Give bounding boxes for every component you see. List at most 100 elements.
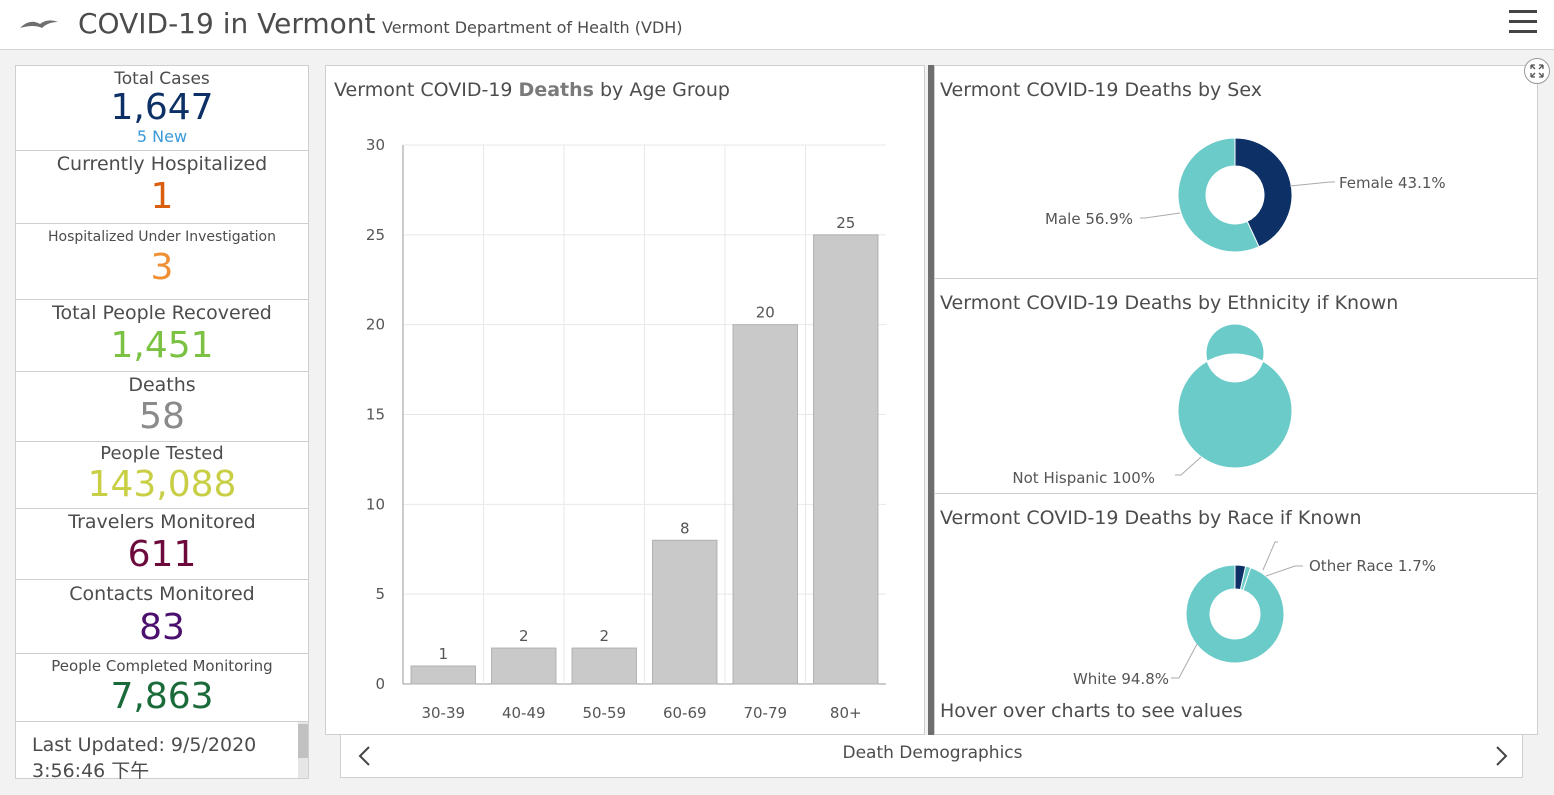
- sex-chart-section: Vermont COVID-19 Deaths by Sex Female 43…: [935, 66, 1537, 279]
- age-chart-title: Vermont COVID-19 Deaths by Age Group: [334, 79, 730, 101]
- age-chart-title-suffix: by Age Group: [593, 79, 730, 101]
- race-chart-section: Vermont COVID-19 Deaths by Race if Known…: [935, 494, 1537, 734]
- chevron-left-icon[interactable]: [355, 744, 375, 768]
- age-bar-chart[interactable]: 0 5 10 15 20 25 30 1 30-39 2 40-49 2 50-59 8 60-69 20 70…: [326, 114, 924, 734]
- data-label: 1: [438, 645, 448, 663]
- last-updated-scrollbar[interactable]: [298, 722, 308, 778]
- y-tick-label: 10: [366, 495, 385, 513]
- race-chart-title: Vermont COVID-19 Deaths by Race if Known: [940, 507, 1362, 529]
- bird-logo-icon: [20, 20, 58, 28]
- expand-icon[interactable]: [1524, 58, 1550, 84]
- stat-travelers-monitored: Travelers Monitored 611: [16, 509, 308, 580]
- nav-label: Death Demographics: [842, 743, 1023, 763]
- slice-label: Female 43.1%: [1339, 174, 1446, 192]
- bar-50-59: [571, 647, 637, 685]
- stat-currently-hospitalized: Currently Hospitalized 1: [16, 151, 308, 224]
- stat-total-recovered: Total People Recovered 1,451: [16, 300, 308, 372]
- x-tick-label: 80+: [830, 704, 862, 722]
- ethnicity-chart-title: Vermont COVID-19 Deaths by Ethnicity if …: [940, 292, 1399, 314]
- data-label: 8: [680, 519, 690, 537]
- leader-line: [1262, 541, 1278, 571]
- leader-line: [1171, 643, 1198, 679]
- race-donut-chart[interactable]: Other Race 1.7% White 94.8%: [935, 494, 1537, 694]
- stat-value: 3: [150, 247, 174, 288]
- y-tick-label: 30: [366, 136, 385, 154]
- donut-slice: [1234, 137, 1293, 248]
- sex-chart-title: Vermont COVID-19 Deaths by Sex: [940, 79, 1262, 101]
- stat-value: 83: [139, 607, 185, 648]
- stat-label: Deaths: [128, 374, 196, 396]
- expand-arrows-icon: [1530, 64, 1544, 78]
- donut-slice: [1185, 564, 1285, 664]
- leader-line: [1265, 565, 1303, 577]
- chevron-right-icon[interactable]: [1491, 744, 1511, 768]
- bar-40-49: [491, 647, 557, 685]
- donut-charts-panel: Vermont COVID-19 Deaths by Sex Female 43…: [934, 65, 1538, 735]
- stat-new-cases: 5 New: [136, 127, 188, 146]
- ethnicity-chart-section: Vermont COVID-19 Deaths by Ethnicity if …: [935, 279, 1537, 494]
- stat-value: 58: [139, 396, 185, 437]
- stat-label: Currently Hospitalized: [56, 153, 268, 175]
- bar-70-79: [732, 324, 798, 685]
- stat-label: People Completed Monitoring: [51, 657, 273, 675]
- donut-slice: [1177, 323, 1293, 469]
- stat-contacts-monitored: Contacts Monitored 83: [16, 580, 308, 654]
- bar-80+: [813, 234, 879, 685]
- sex-donut-chart[interactable]: Female 43.1% Male 56.9%: [935, 66, 1537, 278]
- stat-value: 1,647: [110, 87, 214, 128]
- leader-line: [1140, 212, 1181, 219]
- y-tick-label: 25: [366, 226, 385, 244]
- age-chart-title-bold: Deaths: [518, 79, 594, 101]
- donut-slice: [1177, 137, 1260, 253]
- y-tick-label: 5: [375, 585, 385, 603]
- app-title: COVID-19 in Vermont: [78, 7, 376, 40]
- app-header: COVID-19 in Vermont Vermont Department o…: [0, 0, 1554, 50]
- stat-value: 1,451: [110, 325, 214, 366]
- scrollbar-thumb[interactable]: [298, 724, 308, 758]
- stat-value: 1: [150, 176, 174, 217]
- panel-splitter[interactable]: [928, 65, 934, 735]
- stats-panel: Total Cases 1,647 5 New Currently Hospit…: [15, 65, 309, 782]
- stat-label: Travelers Monitored: [68, 511, 256, 533]
- leader-line: [1289, 181, 1335, 187]
- slice-label: Male 56.9%: [1045, 210, 1133, 228]
- x-tick-label: 60-69: [663, 704, 707, 722]
- stat-label: People Tested: [100, 443, 224, 464]
- data-label: 25: [836, 214, 855, 232]
- y-tick-label: 15: [366, 406, 385, 424]
- bar-60-69: [652, 539, 718, 685]
- hamburger-menu-icon[interactable]: [1509, 10, 1537, 36]
- stat-label: Contacts Monitored: [69, 583, 255, 605]
- app-subtitle: Vermont Department of Health (VDH): [382, 18, 683, 37]
- stat-label: Total Cases: [114, 69, 210, 89]
- stat-people-tested: People Tested 143,088: [16, 442, 308, 509]
- ethnicity-donut-chart[interactable]: Not Hispanic 100%: [935, 279, 1537, 493]
- slice-label: White 94.8%: [1073, 670, 1169, 688]
- age-chart-title-prefix: Vermont COVID-19: [334, 79, 519, 101]
- stat-label: Total People Recovered: [52, 302, 272, 324]
- stat-hospitalized-under-investigation: Hospitalized Under Investigation 3: [16, 224, 308, 300]
- stat-label: Hospitalized Under Investigation: [48, 229, 276, 245]
- data-label: 2: [599, 627, 609, 645]
- stat-deaths: Deaths 58: [16, 372, 308, 442]
- x-tick-label: 30-39: [421, 704, 465, 722]
- y-tick-label: 20: [366, 316, 385, 334]
- data-label: 20: [756, 304, 775, 322]
- bar-30-39: [410, 665, 476, 685]
- slice-label: Not Hispanic 100%: [1012, 469, 1155, 487]
- stat-value: 7,863: [110, 676, 214, 717]
- last-updated-time: 3:56:46 下午: [32, 760, 150, 782]
- slice-label: Other Race 1.7%: [1309, 557, 1436, 575]
- stat-value: 143,088: [87, 464, 237, 505]
- x-tick-label: 50-59: [582, 704, 626, 722]
- data-label: 2: [519, 627, 529, 645]
- last-updated: Last Updated: 9/5/2020 3:56:46 下午: [16, 722, 308, 782]
- x-tick-label: 70-79: [743, 704, 787, 722]
- last-updated-date: Last Updated: 9/5/2020: [32, 734, 257, 756]
- y-tick-label: 0: [375, 675, 385, 693]
- age-chart-panel: Vermont COVID-19 Deaths by Age Group 0 5 1…: [325, 65, 925, 735]
- stat-total-cases: Total Cases 1,647 5 New: [16, 66, 308, 151]
- leader-line: [1175, 456, 1202, 476]
- footer-nav: Death Demographics: [340, 735, 1523, 778]
- stat-value: 611: [127, 534, 197, 575]
